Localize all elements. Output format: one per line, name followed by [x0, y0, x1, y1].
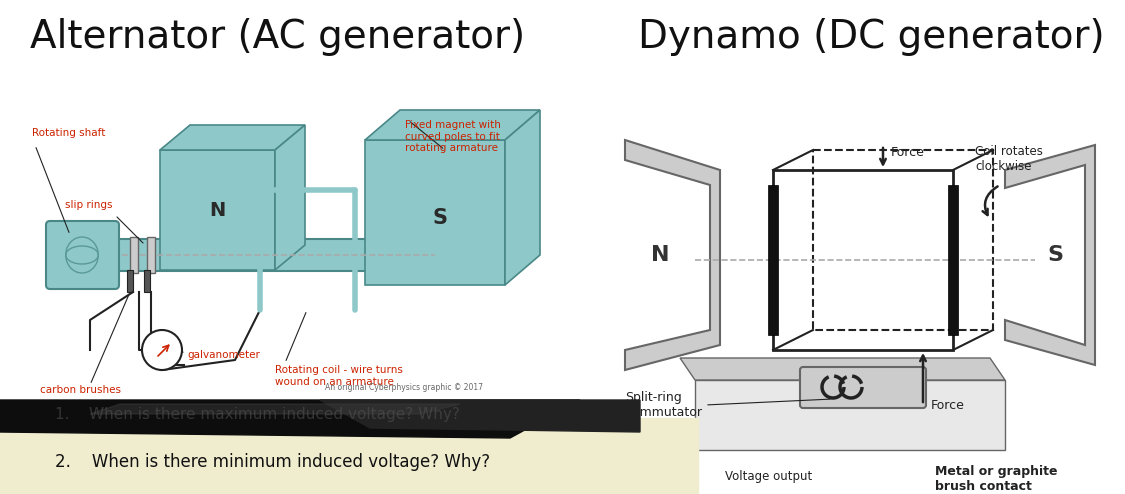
Text: Force: Force	[932, 399, 965, 412]
Polygon shape	[274, 125, 305, 270]
Polygon shape	[364, 110, 540, 140]
Polygon shape	[626, 140, 720, 370]
Polygon shape	[90, 404, 460, 414]
Text: Split-ring
commutator: Split-ring commutator	[626, 391, 702, 419]
Text: Coil rotates
clockwise: Coil rotates clockwise	[975, 145, 1043, 173]
Text: N: N	[209, 201, 226, 219]
Text: S: S	[432, 207, 448, 228]
Text: Alternator (AC generator): Alternator (AC generator)	[30, 18, 525, 56]
Text: Rotating coil - wire turns
wound on an armature: Rotating coil - wire turns wound on an a…	[274, 365, 403, 387]
Text: An original Cyberphysics graphic © 2017: An original Cyberphysics graphic © 2017	[325, 383, 483, 392]
Text: slip rings: slip rings	[65, 200, 112, 210]
Bar	[948, 185, 958, 335]
Bar	[127, 270, 133, 292]
Text: galvanometer: galvanometer	[187, 350, 260, 360]
Text: 2.    When is there minimum induced voltage? Why?: 2. When is there minimum induced voltage…	[55, 453, 490, 471]
Text: Metal or graphite
brush contact: Metal or graphite brush contact	[935, 465, 1058, 493]
Bar	[130, 237, 138, 273]
Polygon shape	[695, 380, 1005, 450]
FancyBboxPatch shape	[46, 221, 119, 289]
Text: Force: Force	[891, 146, 925, 159]
Text: Dynamo (DC generator): Dynamo (DC generator)	[638, 18, 1105, 56]
Text: Rotating shaft: Rotating shaft	[32, 128, 106, 138]
Bar	[768, 185, 778, 335]
Polygon shape	[505, 110, 540, 285]
Polygon shape	[1005, 145, 1095, 365]
Circle shape	[142, 330, 182, 370]
Text: S: S	[1047, 245, 1063, 265]
Text: 1.    When is there maximum induced voltage? Why?: 1. When is there maximum induced voltage…	[55, 407, 460, 421]
FancyBboxPatch shape	[800, 367, 926, 408]
Polygon shape	[680, 358, 1005, 380]
Polygon shape	[0, 400, 580, 438]
Polygon shape	[319, 400, 640, 432]
Polygon shape	[160, 125, 305, 150]
Text: Voltage output: Voltage output	[724, 470, 812, 483]
Bar	[144, 270, 150, 292]
FancyBboxPatch shape	[48, 239, 377, 271]
Text: Fixed magnet with
curved poles to fit
rotating armature: Fixed magnet with curved poles to fit ro…	[405, 120, 501, 153]
Text: N: N	[650, 245, 669, 265]
Bar	[364, 140, 505, 285]
Text: carbon brushes: carbon brushes	[40, 385, 122, 395]
Bar	[160, 150, 274, 270]
Bar	[147, 237, 155, 273]
Bar	[0, 418, 698, 494]
